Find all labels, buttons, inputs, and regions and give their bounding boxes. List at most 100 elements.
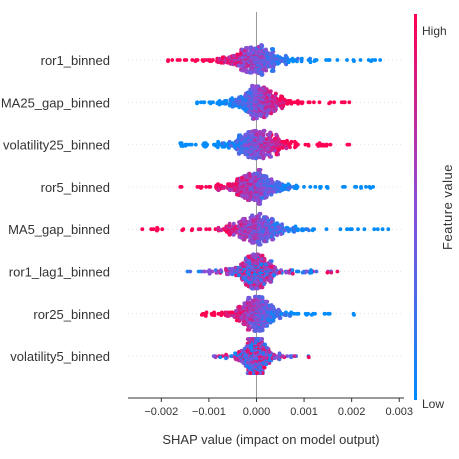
scatter-point xyxy=(247,238,252,243)
scatter-point xyxy=(270,106,274,111)
scatter-point xyxy=(226,182,230,187)
scatter-point xyxy=(184,58,189,62)
scatter-point xyxy=(332,100,336,105)
scatter-point xyxy=(193,142,198,147)
scatter-point xyxy=(241,135,246,140)
scatter-point xyxy=(234,318,239,323)
scatter-point xyxy=(267,350,272,354)
scatter-point xyxy=(275,62,280,66)
scatter-point xyxy=(342,100,347,105)
scatter-point xyxy=(274,132,279,137)
scatter-point xyxy=(266,218,271,223)
scatter-point xyxy=(189,142,194,147)
scatter-point xyxy=(213,227,218,232)
scatter-point xyxy=(232,54,237,58)
scatter-point xyxy=(294,311,299,316)
scatter-point xyxy=(372,227,377,232)
scatter-point xyxy=(258,371,263,375)
scatter-point xyxy=(272,109,276,113)
scatter-point xyxy=(258,71,263,76)
scatter-point xyxy=(185,269,190,274)
scatter-point xyxy=(216,311,221,316)
scatter-point xyxy=(327,101,331,106)
scatter-point xyxy=(386,227,391,232)
scatter-point xyxy=(255,286,260,291)
scatter-point xyxy=(214,143,218,148)
scatter-point xyxy=(272,53,276,58)
scatter-point xyxy=(271,189,276,194)
scatter-point xyxy=(249,135,254,140)
scatter-point xyxy=(268,259,273,263)
scatter-point xyxy=(308,56,312,61)
scatter-point xyxy=(214,183,219,188)
scatter-point xyxy=(229,354,233,358)
scatter-point xyxy=(335,58,340,62)
scatter-point xyxy=(280,222,284,227)
scatter-point xyxy=(261,156,266,161)
scatter-point xyxy=(234,273,238,278)
scatter-point xyxy=(248,302,253,307)
scatter-point xyxy=(277,97,282,102)
scatter-point xyxy=(256,168,261,172)
scatter-point xyxy=(256,337,261,341)
scatter-point xyxy=(284,62,288,67)
scatter-point xyxy=(274,152,279,157)
scatter-point xyxy=(262,215,266,220)
scatter-point xyxy=(246,52,251,56)
scatter-point xyxy=(275,180,279,184)
scatter-point xyxy=(196,269,201,274)
scatter-point xyxy=(273,265,278,270)
scatter-point xyxy=(345,58,349,62)
scatter-point xyxy=(339,100,344,105)
scatter-point xyxy=(229,270,234,275)
scatter-point xyxy=(199,313,204,317)
scatter-point xyxy=(264,362,269,367)
colorbar-title: Feature value xyxy=(440,164,455,250)
scatter-point xyxy=(302,185,306,189)
scatter-point xyxy=(274,189,279,194)
scatter-point xyxy=(369,59,373,63)
scatter-point xyxy=(267,318,271,323)
scatter-point xyxy=(252,69,256,73)
scatter-point xyxy=(222,186,226,190)
scatter-point xyxy=(269,111,273,116)
scatter-point xyxy=(279,232,283,237)
scatter-point xyxy=(238,265,243,270)
x-tick-label: 0.000 xyxy=(243,406,271,418)
scatter-point xyxy=(287,186,292,191)
scatter-point xyxy=(270,180,275,184)
scatter-point xyxy=(250,83,254,88)
scatter-point xyxy=(246,110,251,115)
scatter-point xyxy=(219,183,224,188)
scatter-point xyxy=(264,113,269,118)
scatter-point xyxy=(273,136,277,141)
scatter-point xyxy=(227,221,232,226)
scatter-point xyxy=(266,190,271,195)
scatter-point xyxy=(216,188,221,193)
scatter-point xyxy=(244,219,249,224)
scatter-point xyxy=(230,96,235,100)
scatter-point xyxy=(244,174,249,179)
scatter-point xyxy=(253,217,258,222)
scatter-point xyxy=(326,311,331,316)
scatter-point xyxy=(242,322,247,327)
scatter-point xyxy=(265,277,270,282)
scatter-point xyxy=(233,351,238,356)
scatter-point xyxy=(237,304,242,309)
scatter-point xyxy=(269,154,273,159)
scatter-point xyxy=(249,70,254,75)
scatter-point xyxy=(343,185,347,189)
scatter-point xyxy=(247,198,252,203)
scatter-point xyxy=(243,67,248,72)
scatter-point xyxy=(178,141,183,146)
scatter-point xyxy=(224,99,229,103)
scatter-point xyxy=(263,87,267,91)
scatter-point xyxy=(201,59,206,63)
scatter-point xyxy=(260,236,265,241)
scatter-point xyxy=(263,239,267,244)
scatter-point xyxy=(274,96,279,101)
scatter-point xyxy=(252,298,256,303)
scatter-point xyxy=(338,227,343,232)
scatter-point xyxy=(247,327,252,332)
